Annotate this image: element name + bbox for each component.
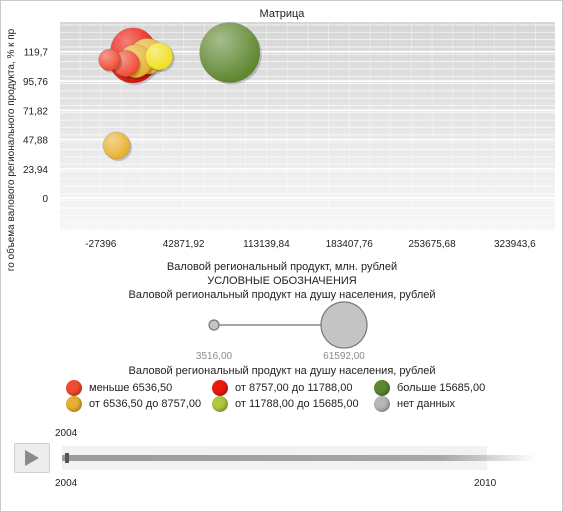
play-icon [25,450,39,466]
legend-swatch [374,380,390,396]
x-tick-label: 183407,76 [326,239,374,250]
bubbles [98,22,262,162]
legend-label: нет данных [397,398,456,410]
timeline-end-year: 2010 [474,478,497,489]
color-legend-title: Валовой региональный продукт на душу нас… [128,365,436,377]
x-tick-label: 42871,92 [163,239,205,250]
bubble-highlight [103,132,131,160]
size-legend-max-value: 61592,00 [323,351,365,362]
legend-item: от 6536,50 до 8757,00 [66,396,201,412]
bubble-highlight [98,49,121,71]
legend-swatch [212,396,228,412]
size-legend-min-value: 3516,00 [195,351,233,362]
x-axis-ticks: -27396 42871,92 113139,84 183407,76 253675,6… [85,239,536,250]
bubble-highlight [145,42,173,71]
legend-item: нет данных [374,396,455,412]
y-axis-label: го объема валового регионального продукт… [5,28,17,271]
play-button[interactable] [14,443,50,473]
x-tick-label: 253675,68 [408,239,456,250]
timeline-bar [62,455,537,461]
y-tick-label: 119,7 [24,48,49,59]
x-axis-label: Валовой региональный продукт, млн. рубле… [166,261,398,273]
legend-item: больше 15685,00 [374,380,485,396]
chart-title: Матрица [260,8,306,20]
y-tick-label: 71,82 [23,106,48,117]
legend-label: больше 15685,00 [397,382,486,394]
y-tick-label: 47,88 [23,136,48,147]
legend-swatch [212,380,228,396]
x-tick-label: 113139,84 [243,239,290,250]
timeline-current-year: 2004 [55,428,78,439]
legend-swatch [374,396,390,412]
legend-label: меньше 6536,50 [89,382,173,394]
legend-label: от 11788,00 до 15685,00 [235,398,359,410]
legend-label: от 8757,00 до 11788,00 [235,382,353,394]
x-tick-label: -27396 [85,239,117,250]
legend-title: УСЛОВНЫЕ ОБОЗНАЧЕНИЯ [207,275,357,287]
legend-swatch [66,396,82,412]
size-legend-min-circle [208,319,220,331]
y-tick-label: 0 [42,194,48,205]
timeline-start-year: 2004 [55,478,78,489]
legend-item: от 11788,00 до 15685,00 [212,396,359,412]
grid-lines [60,22,555,231]
bubble-highlight [199,22,260,83]
legend-swatch [66,380,82,396]
y-axis-ticks: 0 23,94 47,88 71,82 95,76 119,7 [23,48,48,205]
size-legend-title: Валовой региональный продукт на душу нас… [128,289,436,301]
x-tick-label: 323943,6 [494,239,536,250]
timeline-handle[interactable] [65,453,69,463]
size-legend-max-circle [320,301,368,349]
legend-label: от 6536,50 до 8757,00 [89,398,202,410]
y-tick-label: 23,94 [23,165,48,176]
legend-item: от 8757,00 до 11788,00 [212,380,352,396]
y-tick-label: 95,76 [23,77,48,88]
legend-item: меньше 6536,50 [66,380,172,396]
